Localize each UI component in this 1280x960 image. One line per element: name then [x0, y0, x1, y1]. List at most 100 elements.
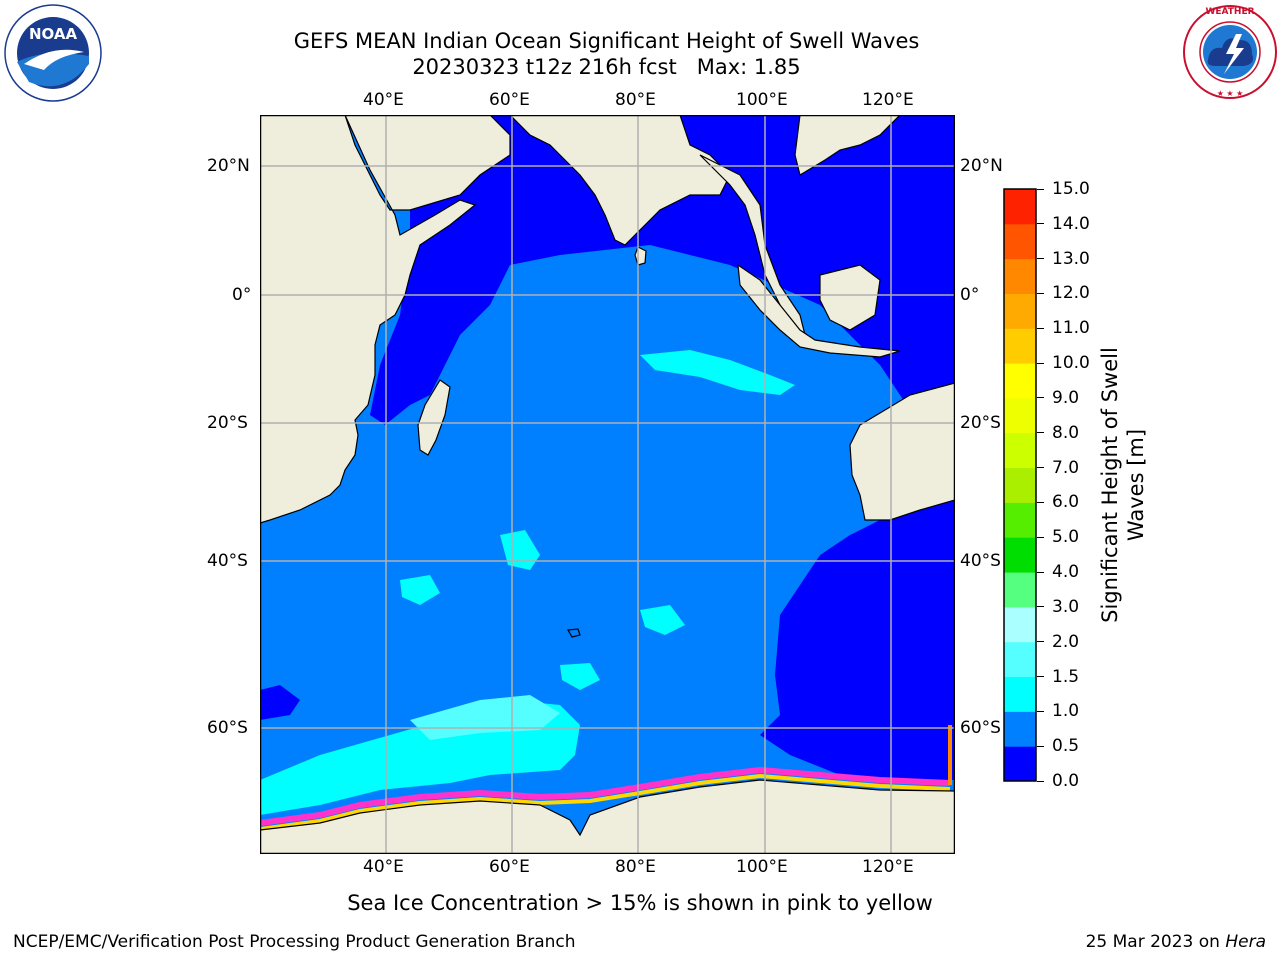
- land-australia: [849, 382, 955, 521]
- colorbar-tick-label: 1.5: [1052, 666, 1080, 687]
- colorbar-tick-label: 10.0: [1052, 353, 1090, 374]
- colorbar-segment: [1004, 641, 1036, 678]
- colorbar-tick-mark: [1037, 292, 1044, 294]
- land-antarctica: [260, 779, 955, 854]
- land-africa-arabia: [260, 115, 511, 524]
- colorbar-title: Significant Height of Swell Waves [m]: [1098, 347, 1148, 623]
- colorbar-segment: [1004, 293, 1036, 329]
- land-borneo: [819, 264, 881, 331]
- colorbar-tick-mark: [1037, 710, 1044, 712]
- colorbar-segment: [1004, 432, 1036, 469]
- cyan-patch-4: [640, 605, 685, 635]
- colorbar-tick-mark: [1037, 327, 1044, 329]
- lon-tick-top: 60°E: [489, 90, 530, 110]
- land-india: [509, 115, 731, 246]
- colorbar-segment: [1004, 258, 1036, 294]
- lat-tick-left: 0°: [232, 285, 252, 305]
- colorbar-tick-mark: [1037, 501, 1044, 503]
- colorbar-tick-mark: [1037, 780, 1044, 782]
- colorbar-segment: [1004, 189, 1036, 225]
- lat-tick-right: 0°: [960, 285, 980, 305]
- lon-tick-top: 120°E: [862, 90, 914, 110]
- noaa-logo-text: NOAA: [29, 25, 78, 43]
- colorbar-tick-label: 0.5: [1052, 736, 1080, 757]
- page-title: GEFS MEAN Indian Ocean Significant Heigh…: [293, 29, 920, 53]
- land-sri-lanka: [634, 246, 647, 266]
- colorbar-tick-label: 2.0: [1052, 631, 1080, 652]
- dark-blue-west: [260, 685, 300, 720]
- colorbar-tick-label: 11.0: [1052, 318, 1090, 339]
- colorbar-tick-mark: [1037, 571, 1044, 573]
- colorbar-tick-mark: [1037, 676, 1044, 678]
- colorbar-tick-label: 3.0: [1052, 596, 1080, 617]
- colorbar-tick-label: 15.0: [1052, 179, 1090, 199]
- colorbar-tick-label: 8.0: [1052, 422, 1080, 443]
- swell-map: [259, 114, 956, 858]
- lat-tick-left: 60°S: [207, 718, 248, 738]
- colorbar-segment: [1004, 363, 1036, 399]
- colorbar-segment: [1004, 537, 1036, 573]
- land-madagascar: [417, 379, 451, 456]
- credit-date: 25 Mar 2023 on: [1085, 932, 1226, 952]
- credit-left: NCEP/EMC/Verification Post Processing Pr…: [13, 932, 576, 952]
- colorbar: [1003, 188, 1037, 786]
- lat-tick-left: 20°S: [207, 413, 248, 433]
- colorbar-segment: [1004, 606, 1036, 643]
- colorbar-tick-mark: [1037, 641, 1044, 643]
- sea-ice-band-inner: [260, 773, 951, 831]
- svg-text:WEATHER: WEATHER: [1205, 7, 1254, 17]
- colorbar-segment: [1004, 676, 1036, 712]
- gridlines: [260, 115, 955, 854]
- colorbar-segment: [1004, 223, 1036, 260]
- colorbar-tick-mark: [1037, 606, 1044, 608]
- cyan-patch-1: [640, 350, 795, 395]
- land-kerguelen: [567, 628, 581, 638]
- lon-tick-bottom: 60°E: [489, 857, 530, 877]
- colorbar-tick-label: 0.0: [1052, 771, 1080, 791]
- lon-tick-bottom: 40°E: [363, 857, 404, 877]
- lon-tick-bottom: 80°E: [615, 857, 656, 877]
- colorbar-tick-label: 5.0: [1052, 527, 1080, 548]
- colorbar-tick-mark: [1037, 467, 1044, 469]
- colorbar-tick-mark: [1037, 536, 1044, 538]
- cyan-patch-3: [400, 575, 440, 605]
- credit-machine: Hera: [1225, 932, 1266, 952]
- colorbar-tick-mark: [1037, 745, 1044, 747]
- dark-blue-east: [760, 495, 955, 780]
- colorbar-tick-mark: [1037, 258, 1044, 260]
- colorbar-tick-label: 14.0: [1052, 213, 1090, 234]
- colorbar-segment: [1004, 711, 1036, 747]
- cyan-patch-5: [560, 663, 600, 690]
- colorbar-tick-mark: [1037, 432, 1044, 434]
- lon-tick-bottom: 120°E: [862, 857, 914, 877]
- colorbar-tick-label: 6.0: [1052, 492, 1080, 513]
- land-sumatra-java: [737, 263, 901, 358]
- colorbar-segment: [1004, 328, 1036, 364]
- noaa-logo: NOAA: [4, 4, 102, 102]
- lon-tick-top: 100°E: [736, 90, 788, 110]
- sea-ice-caption: Sea Ice Concentration > 15% is shown in …: [347, 891, 933, 915]
- lon-tick-top: 40°E: [363, 90, 404, 110]
- colorbar-tick-mark: [1037, 362, 1044, 364]
- colorbar-tick-label: 7.0: [1052, 457, 1080, 478]
- lat-tick-left: 40°S: [207, 551, 248, 571]
- colorbar-segment: [1004, 397, 1036, 434]
- colorbar-tick-mark: [1037, 223, 1044, 225]
- colorbar-segment: [1004, 467, 1036, 503]
- sea-ice-band: [260, 766, 951, 826]
- dark-blue-north: [370, 115, 955, 445]
- colorbar-segment: [1004, 502, 1036, 538]
- colorbar-tick-label: 12.0: [1052, 283, 1090, 304]
- lat-tick-right: 60°S: [960, 718, 1001, 738]
- credit-right: 25 Mar 2023 on Hera: [1086, 932, 1266, 952]
- colorbar-tick-mark: [1037, 397, 1044, 399]
- page-subtitle: 20230323 t12z 216h fcst Max: 1.85: [412, 55, 801, 79]
- lon-tick-bottom: 100°E: [736, 857, 788, 877]
- lon-tick-top: 80°E: [615, 90, 656, 110]
- lat-tick-right: 20°S: [960, 413, 1001, 433]
- cyan-patch-2: [500, 530, 540, 570]
- lat-tick-left: 20°N: [207, 156, 250, 176]
- colorbar-tick-label: 4.0: [1052, 562, 1080, 583]
- nws-logo: WEATHER ★ ★ ★: [1182, 4, 1278, 100]
- colorbar-segment: [1004, 572, 1036, 608]
